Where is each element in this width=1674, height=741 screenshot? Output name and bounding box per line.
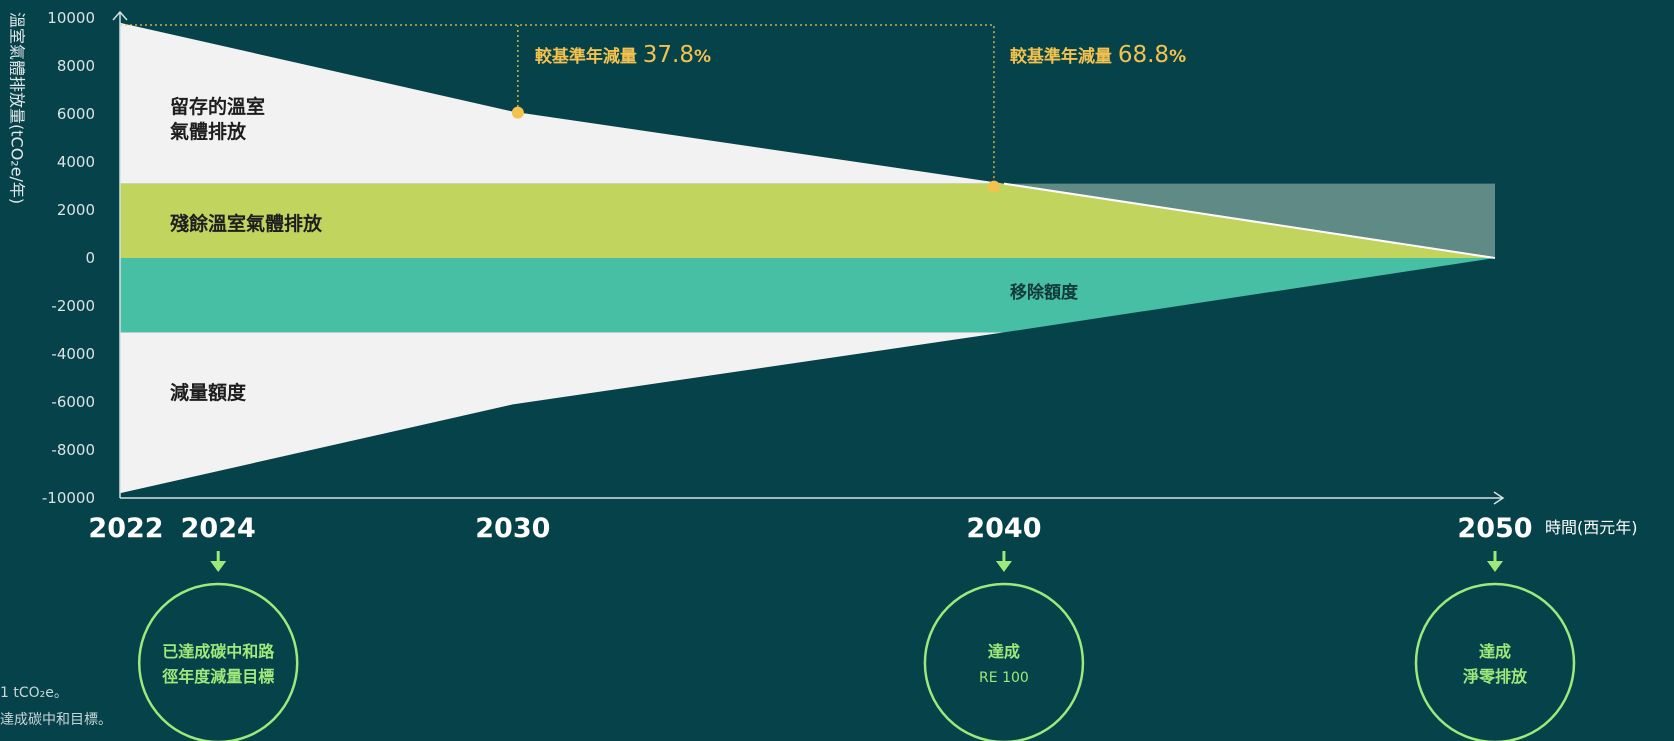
y-tick-label: -4000	[51, 345, 95, 363]
milestone-text: 淨零排放	[1463, 667, 1528, 686]
y-tick-label: 8000	[57, 57, 95, 75]
milestone-text: 達成	[988, 642, 1020, 661]
x-tick-label: 2050	[1457, 513, 1532, 544]
milestone-text: 達成	[1479, 642, 1511, 661]
guide-2040	[120, 24, 995, 186]
area-residual-emissions	[120, 183, 1495, 258]
milestone-text: 已達成碳中和路	[162, 642, 275, 661]
x-tick-label: 2024	[181, 513, 256, 544]
label-removal-credits: 移除額度	[1010, 282, 1079, 303]
x-tick-label: 2030	[475, 513, 550, 544]
area-removal-credits	[120, 258, 1495, 333]
area-retained-emissions	[120, 22, 1004, 184]
milestone-text: RE 100	[979, 670, 1029, 686]
y-tick-label: 0	[85, 249, 95, 267]
x-tick-label: 2040	[966, 513, 1041, 544]
milestone-circle	[1414, 582, 1576, 741]
annotation-label: 較基準年減量 68.8%	[1010, 42, 1186, 68]
y-tick-label: -2000	[51, 297, 95, 315]
footnotes: 1 tCO₂e。達成碳中和目標。	[0, 685, 112, 728]
annotation-prefix: 較基準年減量	[1010, 46, 1118, 67]
x-tick-label: 2022	[88, 513, 163, 544]
annotation-value: 68.8	[1118, 42, 1169, 68]
annotation-value: 37.8	[643, 42, 694, 68]
chart-areas	[120, 22, 1496, 494]
trend-line	[1003, 182, 1496, 259]
annotations: 較基準年減量 37.8% 較基準年減量 68.8%	[535, 42, 1186, 68]
label-retained-line-1: 留存的溫室	[170, 95, 265, 118]
y-tick-label: -10000	[42, 489, 95, 507]
milestone-arrow-head	[1487, 561, 1503, 572]
area-reduction-credits	[120, 332, 1004, 494]
milestone-circle	[923, 582, 1085, 741]
annotation-point	[511, 106, 524, 119]
label-retained-line-2: 氣體排放	[170, 120, 247, 143]
annotation-point	[987, 180, 1000, 193]
chart-axes	[112, 10, 1505, 505]
milestone-text: 徑年度減量目標	[161, 667, 274, 686]
label-reduction-credits: 減量額度	[170, 381, 247, 404]
footnote-text: 達成碳中和目標。	[0, 712, 112, 728]
annotation-unit: %	[694, 47, 711, 67]
y-axis-arrow	[112, 10, 128, 21]
y-tick-labels: 10000 8000 6000 4000 2000 0 -2000 -4000 -6000 -80…	[42, 9, 95, 507]
annotation-guides	[120, 24, 1000, 193]
milestone-circle	[137, 582, 299, 741]
annotation-unit: %	[1169, 47, 1186, 67]
annotation-prefix: 較基準年減量	[535, 46, 643, 67]
y-tick-label: -6000	[51, 393, 95, 411]
y-tick-label: 2000	[57, 201, 95, 219]
footnote-text: 1 tCO₂e。	[0, 685, 68, 701]
milestone-arrow-head	[210, 561, 227, 572]
x-tick-labels: 2022 2024 2030 2040 2050	[88, 513, 1532, 544]
x-axis-arrow	[1493, 491, 1505, 505]
y-tick-label: 6000	[57, 105, 95, 123]
x-axis-label: 時間(西元年)	[1545, 518, 1638, 537]
milestone-arrow-head	[995, 561, 1012, 572]
y-axis-label: 溫室氣體排放量(tCO₂e/年)	[8, 12, 27, 204]
y-tick-label: 4000	[57, 153, 95, 171]
annotation-label: 較基準年減量 37.8%	[535, 42, 711, 68]
label-residual-emissions: 殘餘溫室氣體排放	[170, 212, 323, 235]
y-tick-label: -8000	[51, 441, 95, 459]
y-tick-label: 10000	[47, 9, 95, 27]
label-retained-emissions: 留存的溫室氣體排放	[170, 95, 265, 143]
